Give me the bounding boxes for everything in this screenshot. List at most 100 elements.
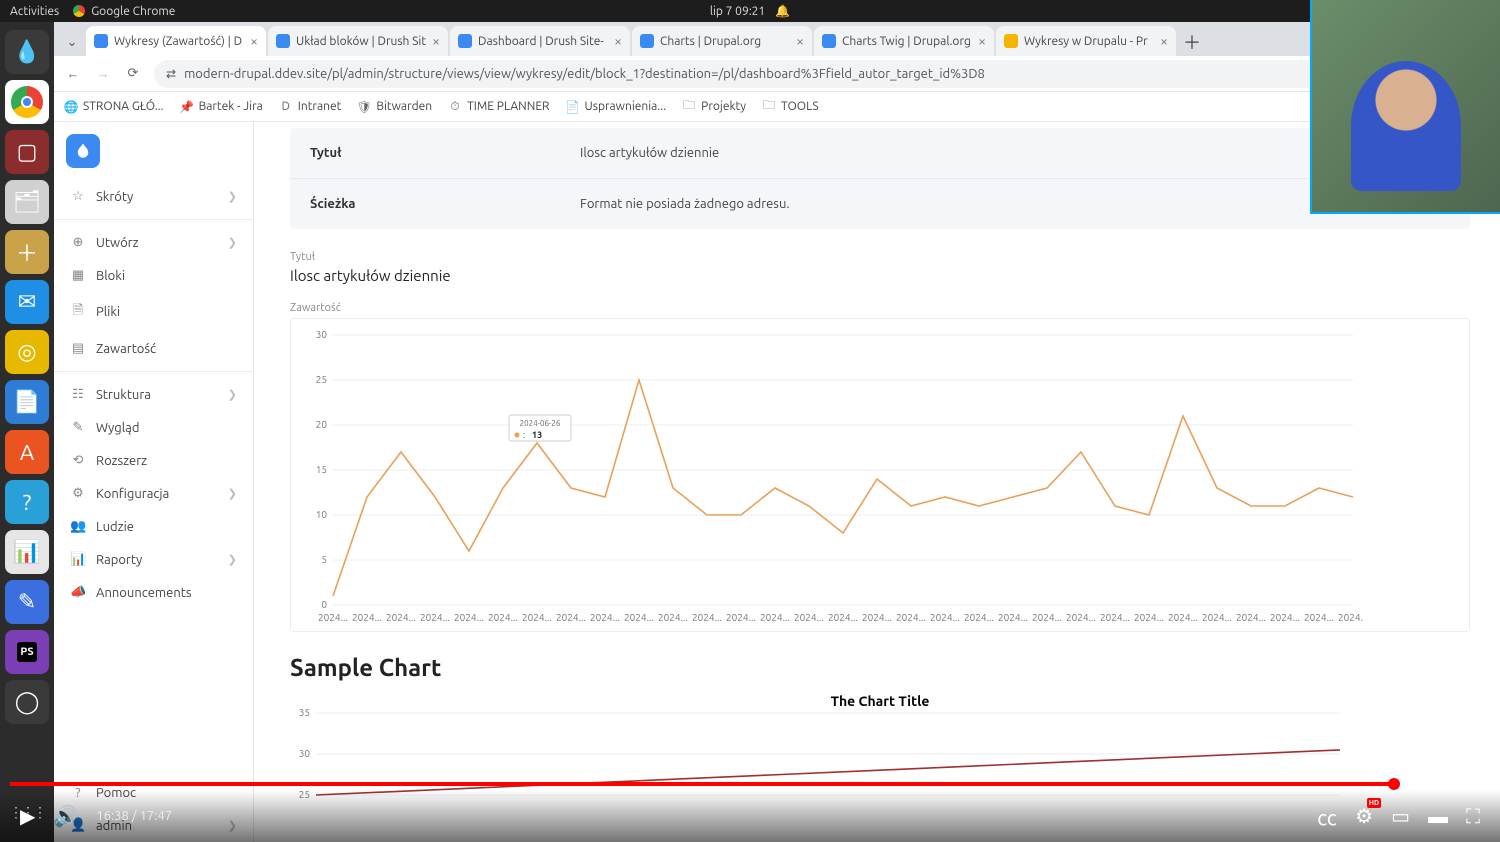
browser-tab[interactable]: Charts | Drupal.org×	[632, 26, 812, 56]
settings-button[interactable]: ⚙HD	[1355, 804, 1373, 828]
tab-close-button[interactable]: ×	[796, 33, 804, 49]
svg-text:2024...: 2024...	[862, 612, 892, 623]
bookmark-item[interactable]: 📌Bartek - Jira	[180, 100, 263, 114]
dock-app-gedit[interactable]: ✎	[5, 580, 49, 624]
tab-close-button[interactable]: ×	[614, 33, 622, 49]
dock-app-drupal[interactable]: 💧	[5, 30, 49, 74]
sidebar-icon: 🗎	[70, 301, 86, 323]
site-info-icon[interactable]: ⇄	[166, 67, 176, 81]
svg-text:2024...: 2024...	[1236, 612, 1266, 623]
dock-app-software[interactable]: A	[5, 430, 49, 474]
bookmark-item[interactable]: 🛡Bitwarden	[357, 100, 432, 114]
forward-button[interactable]: →	[94, 66, 112, 81]
page-content: ☆Skróty❯ ⊕Utwórz❯▦Bloki🗎Pliki▤Zawartość ☷S…	[54, 122, 1500, 842]
sidebar-item-zawartość[interactable]: ▤Zawartość	[54, 332, 253, 365]
dock-app-char[interactable]: 📊	[5, 530, 49, 574]
captions-button[interactable]: ㏄	[1317, 802, 1337, 831]
tab-title: Charts Twig | Drupal.org	[842, 35, 972, 48]
dock-app-rhythmbox[interactable]: ◎	[5, 330, 49, 374]
svg-text:2024...: 2024...	[658, 612, 688, 623]
sidebar-label: Ludzie	[96, 520, 134, 534]
sidebar-item-pliki[interactable]: 🗎Pliki	[54, 292, 253, 332]
clock[interactable]: lip 7 09:21	[710, 5, 765, 18]
dock-app-thunderbird[interactable]: ✉	[5, 280, 49, 324]
dock-app-phpstorm[interactable]: PS	[5, 630, 49, 674]
video-progress-bar[interactable]	[10, 782, 1490, 786]
svg-text:2024...: 2024...	[1270, 612, 1300, 623]
browser-tab[interactable]: Wykresy (Zawartość) | D×	[86, 26, 266, 56]
dock-app-obs[interactable]: ◯	[5, 680, 49, 724]
miniplayer-button[interactable]: ▭	[1391, 804, 1410, 828]
sidebar-item-announcements[interactable]: 📣Announcements	[54, 576, 253, 609]
svg-text:2024...: 2024...	[1100, 612, 1130, 623]
svg-text:2024...: 2024...	[522, 612, 552, 623]
browser-tab[interactable]: Wykresy w Drupalu - Pr ×	[996, 26, 1176, 56]
sidebar-item-rozszerz[interactable]: ⟲Rozszerz	[54, 444, 253, 477]
bookmark-item[interactable]: 🗀TOOLS	[762, 100, 819, 114]
activities-label[interactable]: Activities	[10, 5, 59, 18]
svg-text:25: 25	[316, 374, 327, 385]
browser-tab[interactable]: Charts Twig | Drupal.org ×	[814, 26, 994, 56]
tab-close-button[interactable]: ×	[978, 33, 986, 49]
dock-app-files[interactable]: 🗂	[5, 180, 49, 224]
tab-favicon-icon	[640, 34, 654, 48]
sidebar-icon: ✎	[70, 420, 86, 435]
svg-text:2024...: 2024...	[828, 612, 858, 623]
tab-close-button[interactable]: ×	[432, 33, 440, 49]
ubuntu-dock: 💧▢🗂＋✉◎📄A?📊✎PS◯⋮⋮⋮	[0, 22, 54, 842]
title-field-label: Tytuł	[290, 251, 1470, 263]
svg-text:2024...: 2024...	[998, 612, 1028, 623]
reload-button[interactable]: ⟳	[124, 66, 142, 81]
fullscreen-button[interactable]: ⛶	[1466, 804, 1480, 828]
tab-close-button[interactable]: ×	[250, 33, 258, 49]
bookmark-item[interactable]: DIntranet	[279, 100, 342, 114]
sidebar-item-skróty[interactable]: ☆Skróty❯	[54, 180, 253, 213]
notification-icon[interactable]: 🔔	[775, 4, 790, 18]
sidebar-item-wygląd[interactable]: ✎Wygląd	[54, 411, 253, 444]
dock-app-add[interactable]: ＋	[5, 230, 49, 274]
bookmark-item[interactable]: 🌐STRONA GŁÓ...	[64, 100, 164, 114]
browser-tab[interactable]: Układ bloków | Drush Sit×	[268, 26, 448, 56]
current-app[interactable]: Google Chrome	[73, 5, 175, 18]
svg-text:5: 5	[321, 554, 327, 565]
tab-title: Wykresy w Drupalu - Pr	[1024, 35, 1154, 48]
chevron-right-icon: ❯	[228, 487, 237, 500]
new-tab-button[interactable]: ＋	[1178, 28, 1206, 56]
play-button[interactable]: ▶	[20, 804, 35, 828]
svg-text:2024...: 2024...	[1134, 612, 1164, 623]
sidebar-item-raporty[interactable]: 📊Raporty❯	[54, 543, 253, 576]
volume-button[interactable]: 🔊	[53, 804, 78, 828]
bookmark-item[interactable]: 📄Usprawnienia...	[566, 100, 667, 114]
bookmark-label: Bartek - Jira	[199, 100, 263, 113]
sidebar-item-konfiguracja[interactable]: ⚙Konfiguracja❯	[54, 477, 253, 510]
bookmark-label: STRONA GŁÓ...	[83, 100, 164, 113]
dock-app-libreoffice[interactable]: 📄	[5, 380, 49, 424]
omnibox[interactable]: ⇄ modern-drupal.ddev.site/pl/admin/struc…	[154, 60, 1370, 88]
tab-title: Dashboard | Drush Site-	[478, 35, 608, 48]
tab-search-button[interactable]: ⌄	[58, 28, 86, 56]
svg-text:2024...: 2024...	[1338, 612, 1363, 623]
svg-text:2024...: 2024...	[794, 612, 824, 623]
chevron-right-icon: ❯	[228, 236, 237, 249]
sidebar-item-utwórz[interactable]: ⊕Utwórz❯	[54, 226, 253, 259]
dock-app-terminal[interactable]: ▢	[5, 130, 49, 174]
svg-text:35: 35	[299, 709, 310, 718]
info-path-label: Ścieżka	[310, 197, 580, 211]
sidebar-item-bloki[interactable]: ▦Bloki	[54, 259, 253, 292]
video-progress-handle[interactable]	[1388, 778, 1400, 790]
tab-close-button[interactable]: ×	[1160, 33, 1168, 49]
video-controls: ▶ 🔊 16:38 / 17:47 ㏄ ⚙HD ▭ ▬ ⛶	[0, 790, 1500, 842]
theater-button[interactable]: ▬	[1428, 804, 1448, 829]
dock-app-help[interactable]: ?	[5, 480, 49, 524]
bookmarks-bar: 🌐STRONA GŁÓ... 📌Bartek - Jira DIntranet 🛡Bi…	[54, 92, 1500, 122]
bookmark-item[interactable]: ⏱TIME PLANNER	[448, 100, 549, 114]
drupal-logo-icon[interactable]	[66, 134, 100, 168]
sidebar-item-struktura[interactable]: ☷Struktura❯	[54, 378, 253, 411]
sidebar-icon: ☷	[70, 387, 86, 402]
sidebar-item-ludzie[interactable]: 👥Ludzie	[54, 510, 253, 543]
back-button[interactable]: ←	[64, 66, 82, 81]
sidebar-icon: ▤	[70, 341, 86, 356]
dock-app-chrome[interactable]	[5, 80, 49, 124]
browser-tab[interactable]: Dashboard | Drush Site- ×	[450, 26, 630, 56]
bookmark-item[interactable]: 🗀Projekty	[682, 100, 746, 114]
